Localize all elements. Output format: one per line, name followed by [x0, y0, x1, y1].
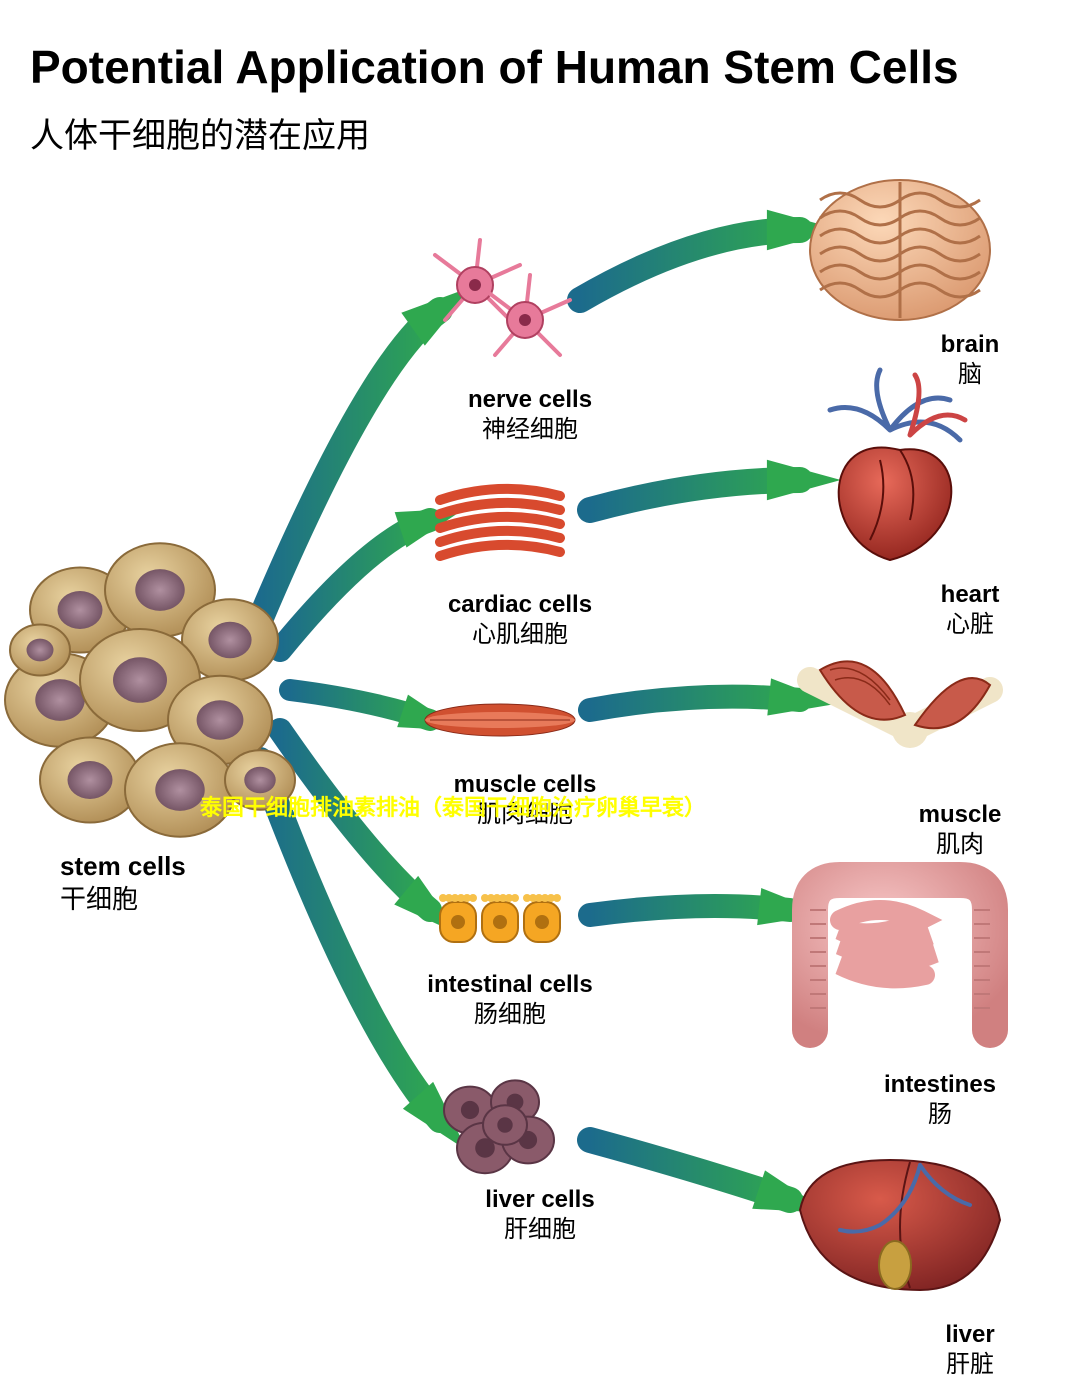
page-title-zh: 人体干细胞的潜在应用 [30, 108, 370, 157]
cell-nerve-label-en: nerve cells [468, 386, 592, 413]
organ-heart-label: heart心脏 [870, 580, 1070, 640]
organ-brain-label: brain脑 [870, 330, 1070, 390]
diagram-canvas [0, 0, 1080, 1373]
organ-muscle-label-en: muscle [919, 801, 1002, 828]
cell-liver-label: liver cells肝细胞 [440, 1185, 640, 1245]
stem-cells-label-zh: 干细胞 [60, 883, 260, 916]
cell-intestinal-label-zh: 肠细胞 [410, 1000, 610, 1030]
overlay-watermark: 泰国干细胞排油素排油（泰国干细胞治疗卵巢早衰） [200, 790, 706, 822]
organ-heart-label-en: heart [941, 581, 1000, 608]
cell-nerve-label: nerve cells神经细胞 [430, 385, 630, 445]
arrows-group [260, 210, 841, 1213]
organ-liver-label: liver肝脏 [870, 1320, 1070, 1380]
organ-liver-label-zh: 肝脏 [870, 1350, 1070, 1380]
organ-brain-label-en: brain [941, 331, 1000, 358]
stem-cells-label: stem cells 干细胞 [60, 850, 260, 915]
cell-icons-group [425, 240, 575, 1173]
organ-intestines-label-zh: 肠 [840, 1100, 1040, 1130]
organ-liver-label-en: liver [945, 1321, 994, 1348]
cell-cardiac-label: cardiac cells心肌细胞 [420, 590, 620, 650]
organ-muscle-label-zh: 肌肉 [860, 830, 1060, 860]
stem-cells-label-en: stem cells [60, 851, 186, 881]
organ-intestines-label-en: intestines [884, 1071, 996, 1098]
organ-intestines-label: intestines肠 [840, 1070, 1040, 1130]
organ-muscle-label: muscle肌肉 [860, 800, 1060, 860]
cell-cardiac-label-en: cardiac cells [448, 591, 592, 618]
cell-liver-label-en: liver cells [485, 1186, 594, 1213]
cell-cardiac-label-zh: 心肌细胞 [420, 620, 620, 650]
organ-heart-label-zh: 心脏 [870, 610, 1070, 640]
organ-brain-label-zh: 脑 [870, 360, 1070, 390]
cell-liver-label-zh: 肝细胞 [440, 1215, 640, 1245]
cell-nerve-label-zh: 神经细胞 [430, 415, 630, 445]
cell-intestinal-label-en: intestinal cells [427, 971, 592, 998]
cell-intestinal-label: intestinal cells肠细胞 [410, 970, 610, 1030]
page-title-en: Potential Application of Human Stem Cell… [30, 40, 959, 94]
